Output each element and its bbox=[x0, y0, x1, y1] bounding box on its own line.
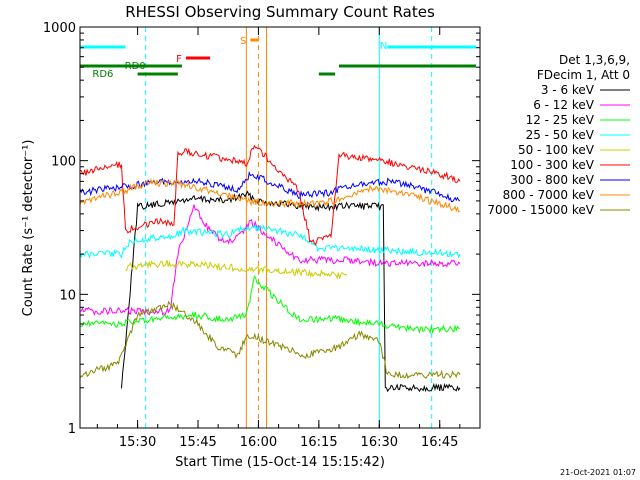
x-tick-label-1: 15:45 bbox=[179, 435, 216, 450]
series-line-2 bbox=[80, 275, 461, 335]
y-axis: 1 10 100 1000 bbox=[43, 21, 480, 437]
flag-label-4: RD6 bbox=[92, 69, 113, 80]
legend-label-5: 100 - 300 keV bbox=[510, 158, 594, 172]
x-axis-label: Start Time (15-Oct-14 15:15:42) bbox=[175, 455, 385, 470]
y-tick-label-0: 1 bbox=[68, 422, 76, 437]
flag-label-0: N bbox=[380, 41, 387, 52]
plot-frame bbox=[79, 26, 481, 429]
flag-label-3: RD0 bbox=[125, 61, 146, 72]
series-line-6 bbox=[80, 170, 461, 203]
y-axis-label: Count Rate (s⁻¹ detector⁻¹) bbox=[21, 140, 36, 317]
legend-label-8: 7000 - 15000 keV bbox=[487, 203, 594, 217]
plot-content: N F S RD0 RD6 bbox=[80, 27, 476, 428]
legend-label-4: 50 - 100 keV bbox=[518, 143, 595, 157]
date-stamp: 21-Oct-2021 01:07 bbox=[560, 468, 636, 477]
plot-area: N F S RD0 RD6 bbox=[80, 27, 476, 428]
series-line-4 bbox=[125, 260, 348, 280]
y-tick-label-2: 100 bbox=[51, 155, 76, 170]
legend: Det 1,3,6,9, FDecim 1, Att 0 3 - 6 keV6 … bbox=[487, 53, 630, 217]
y-tick-label-3: 1000 bbox=[43, 21, 76, 36]
y-tick-label-1: 10 bbox=[59, 288, 76, 303]
x-tick-label-0: 15:30 bbox=[119, 435, 156, 450]
legend-label-1: 6 - 12 keV bbox=[533, 98, 595, 112]
x-tick-label-4: 16:30 bbox=[361, 435, 398, 450]
legend-label-3: 25 - 50 keV bbox=[526, 128, 595, 142]
series-line-7 bbox=[80, 177, 461, 213]
x-tick-label-2: 16:00 bbox=[240, 435, 277, 450]
x-tick-label-3: 16:15 bbox=[300, 435, 337, 450]
legend-label-6: 300 - 800 keV bbox=[510, 173, 594, 187]
legend-label-2: 12 - 25 keV bbox=[526, 113, 595, 127]
legend-label-7: 800 - 7000 keV bbox=[503, 188, 595, 202]
legend-header-line-1: Det 1,3,6,9, bbox=[559, 53, 630, 67]
flag-label-2: S bbox=[240, 36, 246, 47]
series-line-5 bbox=[80, 144, 461, 246]
series-line-3 bbox=[80, 224, 461, 259]
x-tick-label-5: 16:45 bbox=[421, 435, 458, 450]
legend-label-0: 3 - 6 keV bbox=[541, 83, 595, 97]
series-line-8 bbox=[80, 300, 461, 380]
series-line-0 bbox=[121, 190, 461, 393]
legend-header-line-2: FDecim 1, Att 0 bbox=[537, 68, 630, 82]
x-axis: 15:30 15:45 16:00 16:15 16:30 16:45 bbox=[96, 27, 481, 450]
flag-label-1: F bbox=[176, 54, 182, 65]
chart-title: RHESSI Observing Summary Count Rates bbox=[125, 3, 435, 21]
